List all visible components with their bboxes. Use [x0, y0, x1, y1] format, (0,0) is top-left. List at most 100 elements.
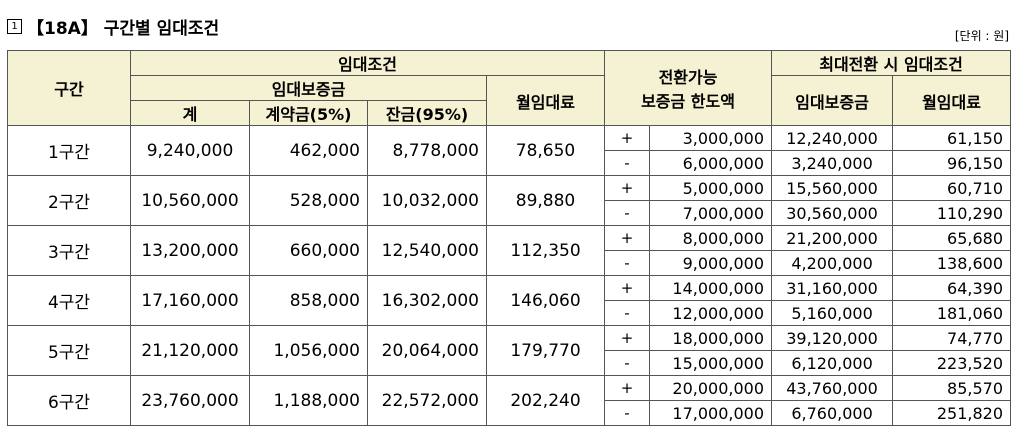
header-convertible-line1: 전환가능 — [658, 68, 718, 87]
plus-sign-cell: + — [604, 175, 651, 201]
convertible-limit-cell: 6,000,000 — [649, 150, 773, 176]
plus-sign-cell: + — [604, 275, 651, 301]
max-rent-cell: 65,680 — [892, 225, 1012, 251]
section-marker-box: 1 — [7, 19, 22, 34]
header-deposit: 임대보증금 — [130, 75, 487, 101]
header-balance: 잔금(95%) — [367, 100, 487, 126]
max-deposit-cell: 30,560,000 — [771, 200, 894, 226]
deposit-total-cell: 21,120,000 — [130, 325, 250, 376]
deposit-total-cell: 13,200,000 — [130, 225, 250, 276]
header-convertible: 전환가능 보증금 한도액 — [604, 50, 773, 126]
balance-cell: 16,302,000 — [367, 275, 487, 326]
table-row: -17,000,000 6,760,000 251,820 — [8, 400, 1012, 426]
convertible-limit-cell: 7,000,000 — [649, 200, 773, 226]
contract-cell: 1,056,000 — [249, 325, 368, 376]
contract-cell: 462,000 — [249, 125, 368, 176]
section-cell: 6구간 — [7, 375, 131, 426]
balance-cell: 10,032,000 — [367, 175, 487, 226]
convertible-limit-cell: 15,000,000 — [649, 350, 773, 376]
convertible-limit-cell: 14,000,000 — [649, 275, 773, 301]
page-title-text: 【18A】 구간별 임대조건 — [27, 19, 220, 39]
convertible-limit-cell: 18,000,000 — [649, 325, 773, 351]
balance-cell: 20,064,000 — [367, 325, 487, 376]
max-rent-cell: 223,520 — [892, 350, 1012, 376]
header-lease-conditions: 임대조건 — [129, 50, 606, 76]
max-deposit-cell: 3,240,000 — [771, 150, 894, 176]
max-deposit-cell: 12,240,000 — [771, 125, 894, 151]
table-row: -12,000,000 5,160,000 181,060 — [8, 300, 1012, 326]
table-row: 4구간 17,160,000 858,000 16,302,000 146,060 +14… — [7, 275, 1012, 326]
convertible-limit-cell: 9,000,000 — [649, 250, 773, 276]
max-rent-cell: 110,290 — [892, 200, 1012, 226]
contract-cell: 660,000 — [249, 225, 368, 276]
max-deposit-cell: 4,200,000 — [771, 250, 894, 276]
balance-cell: 12,540,000 — [367, 225, 487, 276]
max-deposit-cell: 6,120,000 — [771, 350, 894, 376]
header-monthly-rent: 월임대료 — [485, 75, 606, 126]
max-deposit-cell: 39,120,000 — [771, 325, 894, 351]
convertible-limit-cell: 12,000,000 — [649, 300, 773, 326]
monthly-rent-cell: 202,240 — [485, 375, 606, 426]
monthly-rent-cell: 179,770 — [485, 325, 606, 376]
max-rent-cell: 64,390 — [892, 275, 1012, 301]
section-cell: 2구간 — [7, 175, 131, 226]
table-row: -7,000,000 30,560,000 110,290 — [8, 200, 1012, 226]
header-max-conversion: 최대전환 시 임대조건 — [771, 50, 1012, 76]
section-cell: 1구간 — [7, 125, 131, 176]
deposit-total-cell: 23,760,000 — [130, 375, 250, 426]
header-max-deposit: 임대보증금 — [771, 75, 894, 126]
max-deposit-cell: 15,560,000 — [771, 175, 894, 201]
convertible-limit-cell: 8,000,000 — [649, 225, 773, 251]
balance-cell: 8,778,000 — [367, 125, 487, 176]
unit-label: [단위 : 원] — [954, 29, 1009, 43]
minus-sign-cell: - — [604, 200, 651, 226]
max-deposit-cell: 43,760,000 — [771, 375, 894, 401]
header-convertible-line2: 보증금 한도액 — [641, 92, 735, 111]
max-deposit-cell: 21,200,000 — [771, 225, 894, 251]
contract-cell: 1,188,000 — [249, 375, 368, 426]
plus-sign-cell: + — [604, 125, 651, 151]
max-rent-cell: 138,600 — [892, 250, 1012, 276]
plus-sign-cell: + — [604, 325, 651, 351]
max-rent-cell: 85,570 — [892, 375, 1012, 401]
monthly-rent-cell: 78,650 — [485, 125, 606, 176]
page-title: 1 【18A】 구간별 임대조건 — [7, 14, 219, 39]
monthly-rent-cell: 89,880 — [485, 175, 606, 226]
header-max-rent: 월임대료 — [892, 75, 1012, 126]
table-row: 1구간 9,240,000 462,000 8,778,000 78,650 +3,000… — [7, 125, 1012, 176]
lease-conditions-table: 구간 임대조건 전환가능 보증금 한도액 최대전환 시 임대조건 임대보증금 월… — [7, 50, 1012, 426]
max-rent-cell: 74,770 — [892, 325, 1012, 351]
table-row: 2구간 10,560,000 528,000 10,032,000 89,880 +5,0… — [7, 175, 1012, 226]
contract-cell: 528,000 — [249, 175, 368, 226]
minus-sign-cell: - — [604, 350, 651, 376]
contract-cell: 858,000 — [249, 275, 368, 326]
convertible-limit-cell: 3,000,000 — [649, 125, 773, 151]
max-rent-cell: 61,150 — [892, 125, 1012, 151]
header-total: 계 — [130, 100, 250, 126]
table-row: 3구간 13,200,000 660,000 12,540,000 112,350 +8,… — [7, 225, 1012, 276]
deposit-total-cell: 17,160,000 — [130, 275, 250, 326]
minus-sign-cell: - — [604, 300, 651, 326]
header-contract: 계약금(5%) — [249, 100, 368, 126]
table-row: -9,000,000 4,200,000 138,600 — [8, 250, 1012, 276]
section-cell: 3구간 — [7, 225, 131, 276]
header-section: 구간 — [7, 50, 131, 126]
max-rent-cell: 60,710 — [892, 175, 1012, 201]
section-cell: 5구간 — [7, 325, 131, 376]
deposit-total-cell: 10,560,000 — [130, 175, 250, 226]
deposit-total-cell: 9,240,000 — [130, 125, 250, 176]
plus-sign-cell: + — [604, 225, 651, 251]
table-row: -15,000,000 6,120,000 223,520 — [8, 350, 1012, 376]
balance-cell: 22,572,000 — [367, 375, 487, 426]
convertible-limit-cell: 20,000,000 — [649, 375, 773, 401]
plus-sign-cell: + — [604, 375, 651, 401]
minus-sign-cell: - — [604, 150, 651, 176]
monthly-rent-cell: 112,350 — [485, 225, 606, 276]
max-deposit-cell: 5,160,000 — [771, 300, 894, 326]
max-rent-cell: 181,060 — [892, 300, 1012, 326]
convertible-limit-cell: 5,000,000 — [649, 175, 773, 201]
table-row: 5구간 21,120,000 1,056,000 20,064,000 179,770 +… — [7, 325, 1012, 376]
max-deposit-cell: 31,160,000 — [771, 275, 894, 301]
minus-sign-cell: - — [604, 250, 651, 276]
table-row: 6구간 23,760,000 1,188,000 22,572,000 202,240 +… — [7, 375, 1012, 426]
